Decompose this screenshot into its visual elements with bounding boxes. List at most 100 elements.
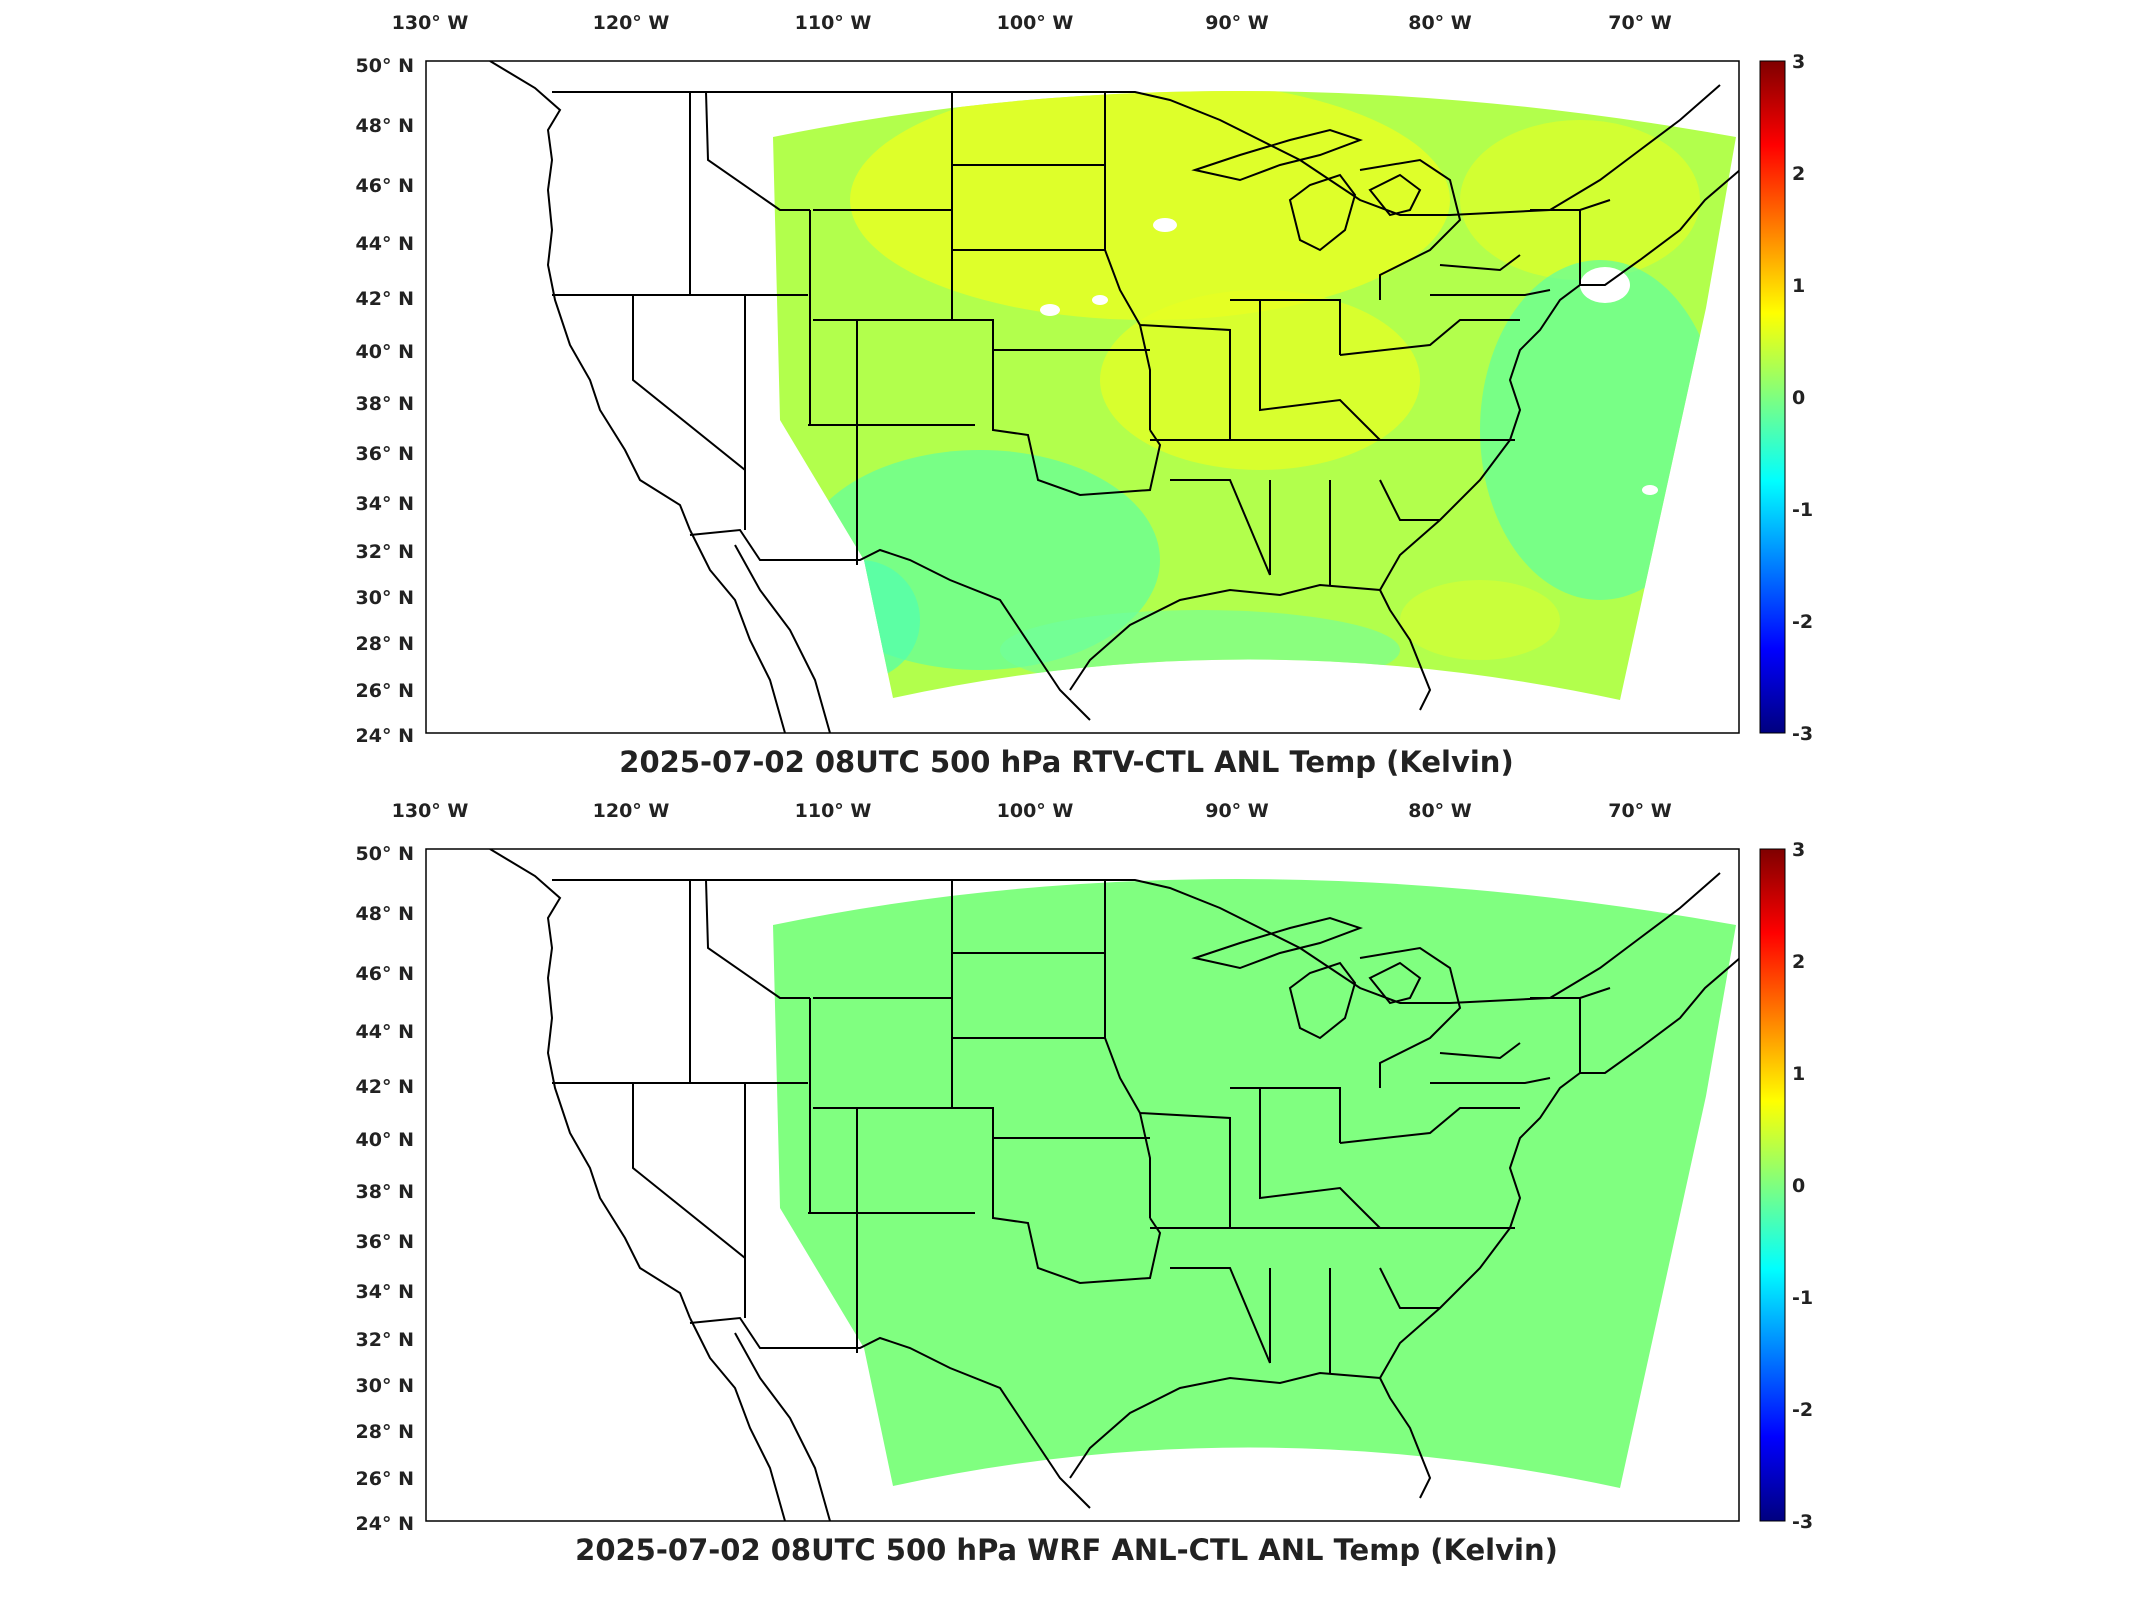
colorbar-tick-label: -3 [1792,1511,1813,1533]
lon-tick-label: 80° W [1408,800,1472,822]
colorbar-rtv-ctl [1759,60,1786,734]
lat-tick-label: 26° N [356,1468,414,1490]
lat-tick-label: 28° N [356,633,414,655]
lon-tick-label: 70° W [1608,12,1672,34]
lake-superior [1191,916,1363,970]
colorbar-tick-label: -2 [1792,1399,1813,1421]
lat-tick-label: 32° N [356,541,414,563]
domain-fill-zero [773,879,1736,1488]
lat-tick-label: 34° N [356,1281,414,1303]
lat-tick-label: 24° N [356,725,414,747]
panel-title: 2025-07-02 08UTC 500 hPa WRF ANL-CTL ANL… [575,1533,1558,1567]
field-pattern [800,91,1720,690]
great-lakes [1288,946,1521,1088]
lat-tick-label: 42° N [356,288,414,310]
atlantic-coast [1379,957,1739,1379]
map-svg-rtv-ctl: 130° W 120° W 110° W 100° W 90° W 80° W 70° W … [356,12,1814,747]
state-lines-central [813,880,1231,1285]
lat-tick-label: 46° N [356,175,414,197]
lat-tick-label: 48° N [356,903,414,925]
colorbar-tick-label: 3 [1792,839,1805,861]
gulf-coast [1069,583,1432,711]
lon-tick-label: 120° W [593,800,670,822]
cool-anomaly-gulf [1000,610,1400,690]
west-coastline [489,61,691,531]
missing-data-patch-2 [1040,304,1060,316]
mexico-border [689,1316,1091,1509]
panel-title: 2025-07-02 08UTC 500 hPa RTV-CTL ANL Tem… [619,745,1514,779]
missing-data-patch-1 [1153,218,1177,232]
gulf-of-california [734,1332,831,1521]
lon-tick-label: 110° W [795,800,872,822]
lat-tick-label: 50° N [356,843,414,865]
lat-tick-label: 44° N [356,233,414,255]
lon-tick-label: 70° W [1608,800,1672,822]
gulf-of-california [734,544,831,733]
lon-tick-label: 90° W [1205,800,1269,822]
colorbar-tick-label: -1 [1792,499,1813,521]
field-layer-rtv-ctl [773,91,1736,700]
baja-california [689,529,786,733]
colorbar-tick-labels: 3 2 1 0 -1 -2 -3 [1792,51,1813,745]
great-lakes [1288,158,1521,300]
lat-tick-label: 42° N [356,1076,414,1098]
state-lines-west [552,879,858,1353]
colorbar-wrf-ctl [1759,848,1786,1522]
state-lines-east [1150,199,1611,585]
canada-border [552,84,1721,216]
lon-tick-label: 100° W [997,800,1074,822]
lat-tick-labels: 50° N 48° N 46° N 44° N 42° N 40° N 38° N 36° N… [356,55,414,747]
colorbar-tick-labels: 3 2 1 0 -1 -2 -3 [1792,839,1813,1533]
lat-tick-label: 48° N [356,115,414,137]
lat-tick-label: 36° N [356,1231,414,1253]
cool-anomaly-atlantic [1480,260,1720,600]
lat-tick-label: 32° N [356,1329,414,1351]
cool-anomaly-southwest [800,560,920,680]
lat-tick-labels: 50° N 48° N 46° N 44° N 42° N 40° N 38° N 36° N… [356,843,414,1535]
lat-tick-label: 26° N [356,680,414,702]
gulf-coast [1069,1371,1432,1499]
lon-tick-label: 100° W [997,12,1074,34]
map-panel-rtv-ctl: 130° W 120° W 110° W 100° W 90° W 80° W 70° W … [0,0,2133,790]
colorbar-tick-label: 0 [1792,1175,1805,1197]
colorbar-tick-label: 2 [1792,951,1805,973]
map-panel-wrf-ctl: 130° W 120° W 110° W 100° W 90° W 80° W 70° W … [0,788,2133,1578]
lat-tick-label: 38° N [356,1181,414,1203]
lon-tick-label: 120° W [593,12,670,34]
colorbar-tick-label: 1 [1792,275,1805,297]
lat-tick-label: 30° N [356,587,414,609]
colorbar-tick-label: 2 [1792,163,1805,185]
west-coastline [489,849,691,1319]
field-layer-wrf-ctl [773,879,1736,1488]
warm-anomaly-southeast [1400,580,1560,660]
map-frame-rtv-ctl [425,60,1740,734]
colorbar-tick-label: 0 [1792,387,1805,409]
map-outlines [489,849,1739,1521]
lon-tick-label: 130° W [392,800,469,822]
lat-tick-label: 34° N [356,493,414,515]
lat-tick-label: 40° N [356,341,414,363]
canada-border [552,872,1721,1004]
colorbar-tick-label: -1 [1792,1287,1813,1309]
missing-data-patch-3 [1092,295,1108,305]
map-svg-wrf-ctl: 130° W 120° W 110° W 100° W 90° W 80° W 70° W … [356,800,1814,1535]
lon-tick-labels: 130° W 120° W 110° W 100° W 90° W 80° W 70° W [392,800,1672,822]
lat-tick-label: 38° N [356,393,414,415]
colorbar-tick-label: 3 [1792,51,1805,73]
map-frame-wrf-ctl [425,848,1740,1522]
lat-tick-label: 30° N [356,1375,414,1397]
warm-anomaly-northeast [1460,120,1700,280]
warm-anomaly-north [850,91,1450,320]
colorbar-tick-label: 1 [1792,1063,1805,1085]
map-outlines [489,61,1739,733]
lat-tick-label: 44° N [356,1021,414,1043]
state-lines-west [552,91,858,565]
lat-tick-label: 40° N [356,1129,414,1151]
lon-tick-label: 110° W [795,12,872,34]
atlantic-coast [1379,169,1739,591]
lake-superior [1191,128,1363,182]
lat-tick-label: 50° N [356,55,414,77]
lat-tick-label: 46° N [356,963,414,985]
lat-tick-label: 24° N [356,1513,414,1535]
lat-tick-label: 28° N [356,1421,414,1443]
